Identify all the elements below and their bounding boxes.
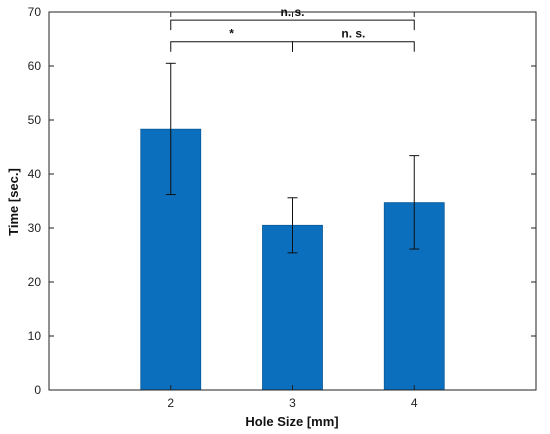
x-tick-label-3: 3 [289,396,296,410]
y-tick-label-60: 60 [28,59,42,73]
y-axis-title: Time [sec.] [6,168,21,236]
y-tick-label-20: 20 [28,275,42,289]
y-tick-label-40: 40 [28,167,42,181]
significance-bracket-3 [170,19,415,31]
x-axis-title: Hole Size [mm] [245,414,338,429]
significance-bracket-1 [170,41,293,52]
significance-label-2: n. s. [341,27,365,41]
plot-area: 0 10 20 30 40 50 60 70 2 3 4 * n. s. n. s. [28,5,537,410]
y-tick-label-30: 30 [28,221,42,235]
significance-label-1: * [229,27,234,41]
x-tick-label-2: 2 [167,396,174,410]
y-tick-label-70: 70 [28,5,42,19]
y-tick-label-50: 50 [28,113,42,127]
y-tick-label-10: 10 [28,329,42,343]
significance-label-3: n. s. [280,5,304,19]
significance-bracket-2 [292,41,415,52]
y-tick-label-0: 0 [34,383,41,397]
x-tick-label-4: 4 [411,396,418,410]
